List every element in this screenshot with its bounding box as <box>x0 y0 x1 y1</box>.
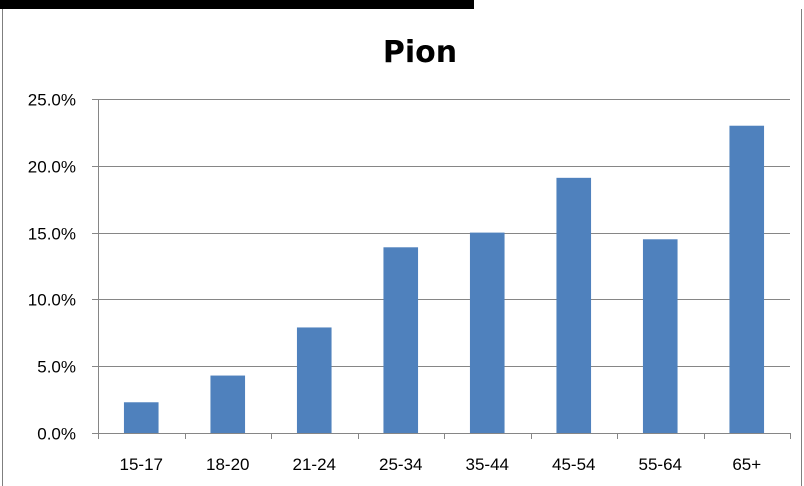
x-tick-label: 65+ <box>732 455 761 474</box>
chart-title: Pion <box>383 35 457 70</box>
tick-labels: 0.0% 5.0% 10.0% 15.0% 20.0% 25.0% 15-17 18-20 21… <box>28 91 761 475</box>
bar-18-20 <box>210 375 246 433</box>
x-tick-label: 15-17 <box>120 455 163 474</box>
x-tick-label: 35-44 <box>466 455 509 474</box>
y-tick-label: 10.0% <box>28 291 76 310</box>
y-tick-label: 5.0% <box>37 358 76 377</box>
bar-55-64 <box>642 239 678 433</box>
bar-15-17 <box>123 402 159 433</box>
bar-65+ <box>729 125 765 433</box>
gridlines <box>98 99 790 367</box>
bar-35-44 <box>469 232 505 433</box>
x-tick-label: 55-64 <box>639 455 682 474</box>
x-tick-label: 21-24 <box>293 455 336 474</box>
x-tick-label: 25-34 <box>379 455 422 474</box>
top-black-bar <box>0 0 474 9</box>
bar-21-24 <box>296 327 332 433</box>
y-tick-label: 0.0% <box>37 425 76 444</box>
x-tick-label: 45-54 <box>552 455 595 474</box>
axes <box>92 99 791 439</box>
x-tick-label: 18-20 <box>206 455 249 474</box>
bar-45-54 <box>556 177 592 433</box>
bar-25-34 <box>383 247 419 433</box>
bars <box>123 125 765 433</box>
y-tick-label: 15.0% <box>28 225 76 244</box>
y-tick-label: 20.0% <box>28 158 76 177</box>
y-tick-label: 25.0% <box>28 91 76 110</box>
